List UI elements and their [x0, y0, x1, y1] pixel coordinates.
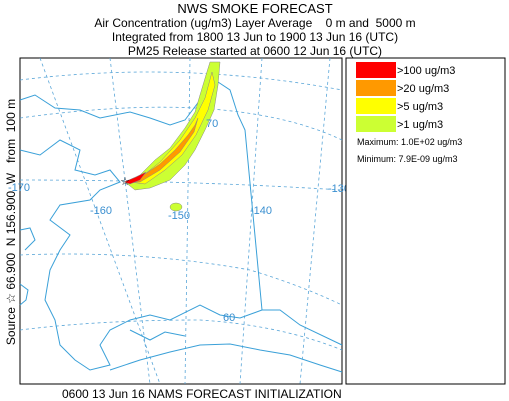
- map-label: -160: [90, 205, 112, 217]
- map-label: -140: [250, 205, 272, 217]
- subtitle: PM25 Release started at 0600 12 Jun 16 (…: [128, 44, 382, 58]
- legend-min: Minimum: 7.9E-09 ug/m3: [357, 154, 458, 164]
- legend-swatch: [356, 98, 396, 114]
- plume-gt5: [129, 71, 216, 185]
- plume-gt20: [127, 117, 199, 183]
- source-label: Source ☆ 66.900 N 156.900 W from 100 m: [4, 99, 18, 345]
- legend: Maximum: 1.0E+02 ug/m3 Minimum: 7.9E-09 …: [345, 57, 506, 385]
- legend-max: Maximum: 1.0E+02 ug/m3: [357, 137, 462, 147]
- legend-label: >100 ug/m3: [397, 65, 455, 77]
- map: ☆ -170 -160 -150 -140 -130 70 60: [8, 57, 350, 385]
- map-label: 70: [206, 118, 218, 130]
- subtitle: Integrated from 1800 13 Jun to 1900 13 J…: [112, 30, 398, 44]
- map-label: 60: [223, 312, 235, 324]
- legend-label: >5 ug/m3: [397, 101, 443, 113]
- map-label: -150: [168, 210, 190, 222]
- legend-swatch: [356, 116, 396, 132]
- legend-label: >20 ug/m3: [397, 83, 449, 95]
- plume-gt100: [123, 171, 147, 185]
- graticule: [19, 57, 343, 385]
- title: NWS SMOKE FORECAST: [177, 1, 332, 16]
- map-label: -130: [328, 183, 350, 195]
- footer: 0600 13 Jun 16 NAMS FORECAST INITIALIZAT…: [62, 387, 342, 401]
- plume-gt1: [124, 61, 221, 191]
- legend-label: >1 ug/m3: [397, 119, 443, 131]
- legend-swatch: [356, 80, 396, 96]
- smoke-plume: ☆: [120, 61, 221, 212]
- map-label: -170: [8, 182, 30, 194]
- subtitle: Air Concentration (ug/m3) Layer Average …: [94, 16, 415, 30]
- source-marker: ☆: [120, 176, 130, 188]
- map-frame: [19, 57, 343, 385]
- plume-patch: [169, 202, 183, 212]
- legend-swatch: [356, 62, 396, 78]
- coastline: [19, 79, 343, 373]
